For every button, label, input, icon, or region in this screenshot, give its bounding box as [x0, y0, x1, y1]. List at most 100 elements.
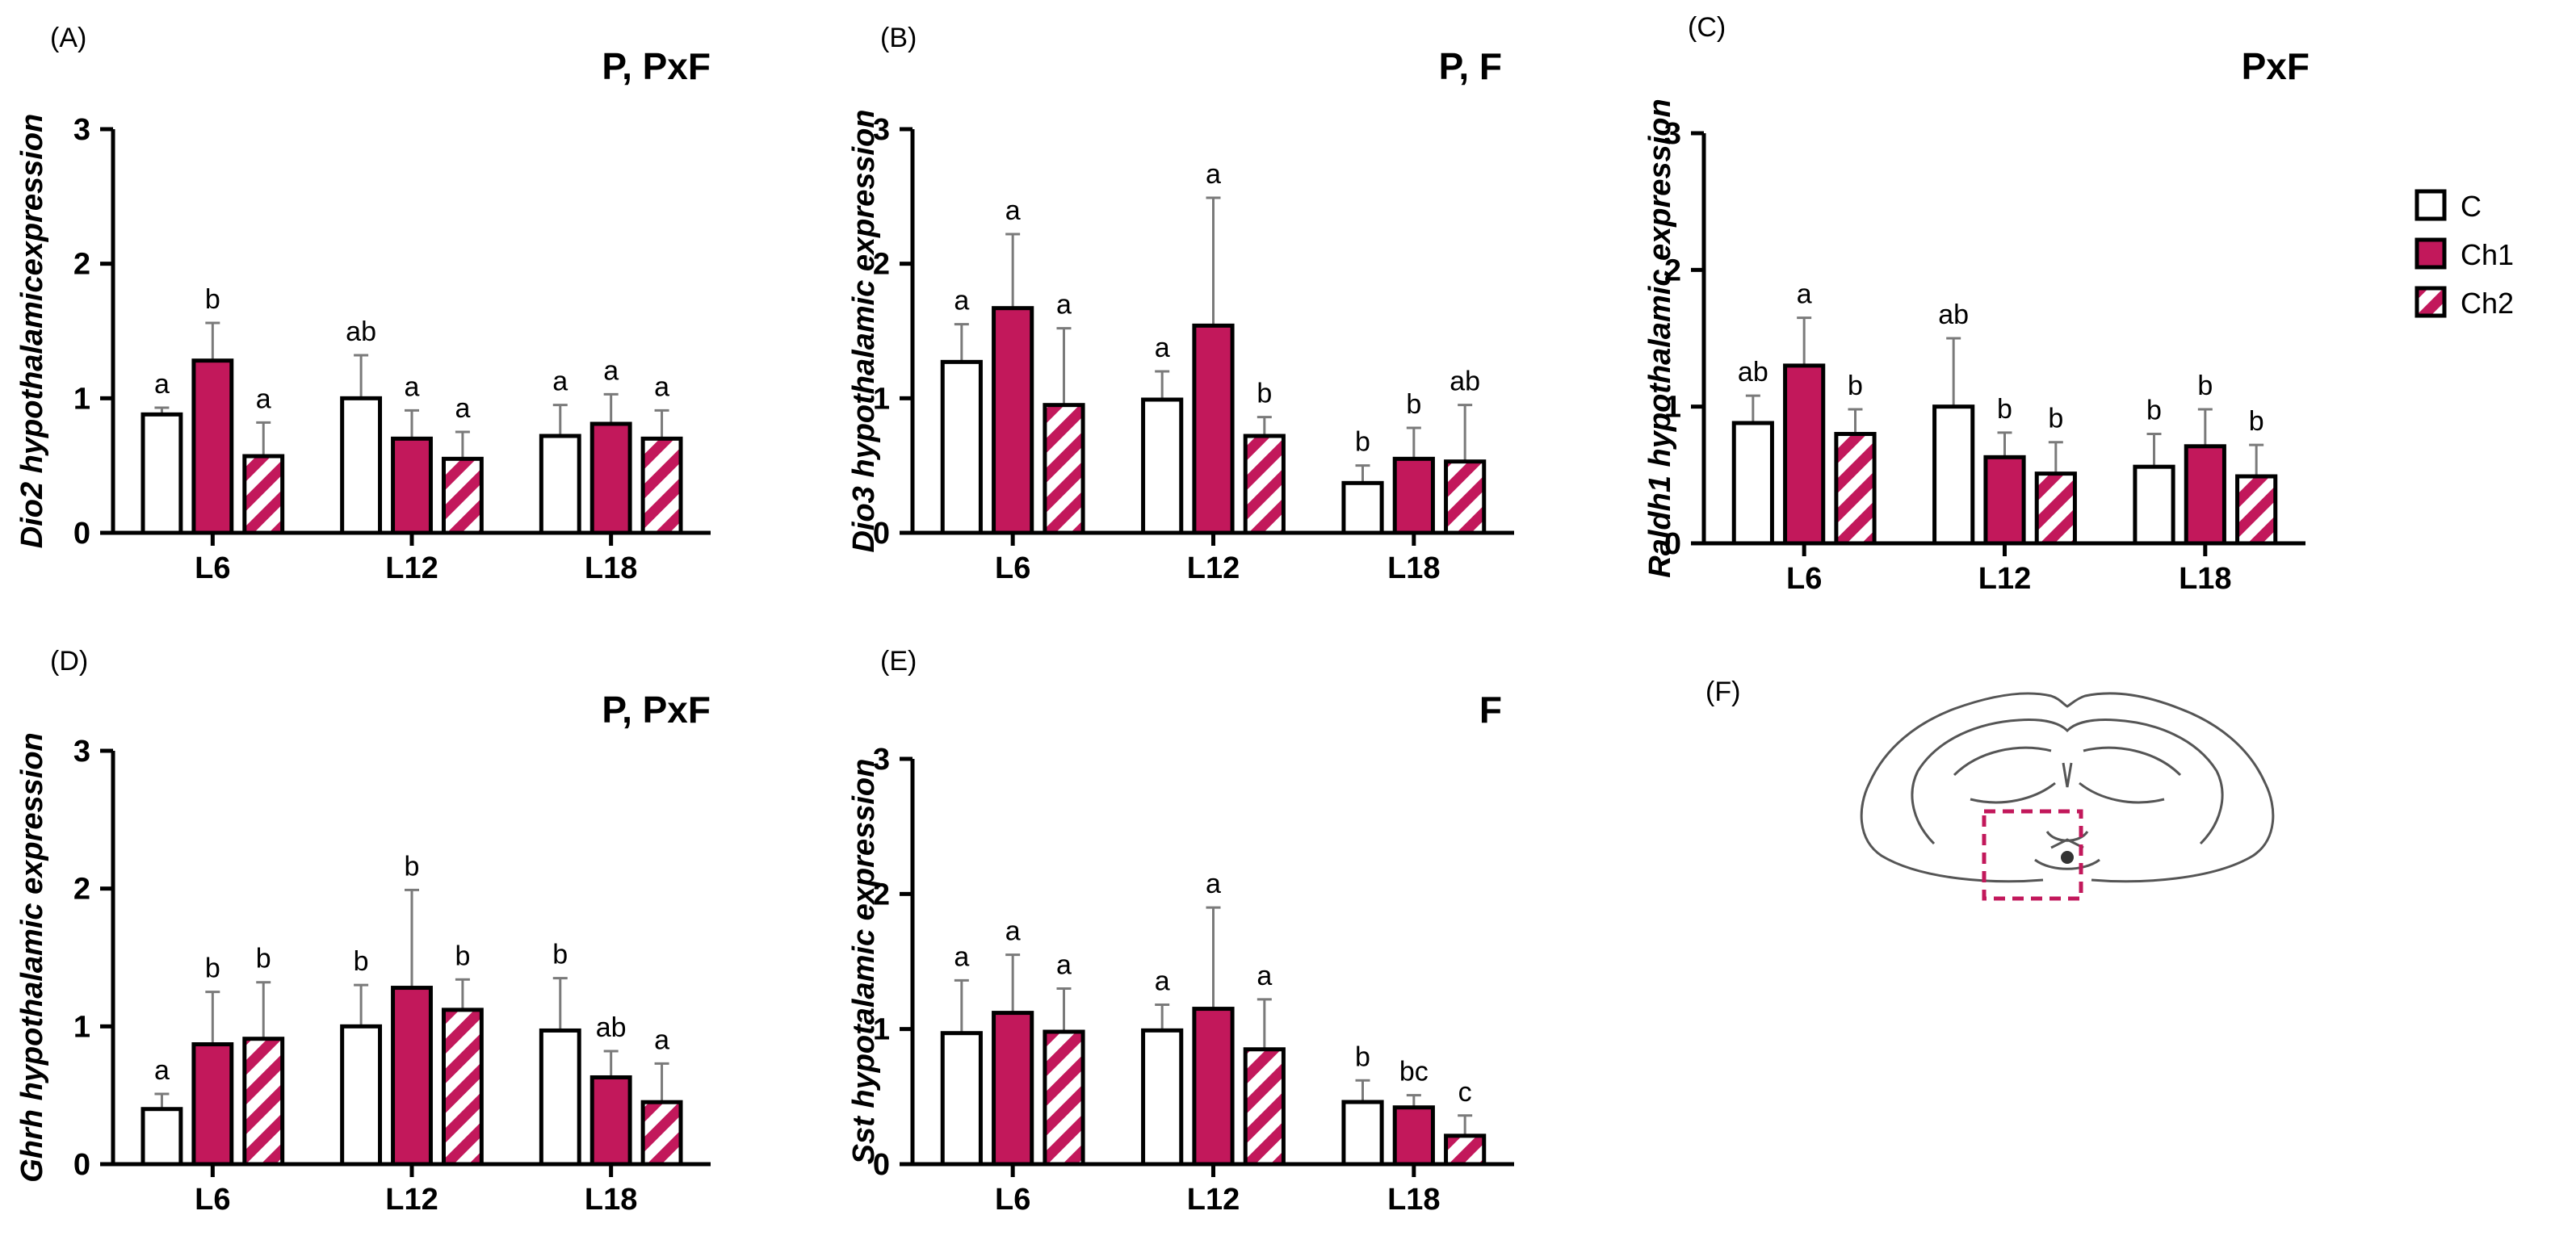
bar-ch1 — [992, 1011, 1034, 1167]
y-tick-label: 1 — [73, 1010, 90, 1044]
y-tick-label: 3 — [73, 735, 90, 769]
bar-ch2 — [1444, 1133, 1487, 1167]
significance-letter: ab — [596, 1012, 627, 1043]
x-tick-label: L6 — [195, 551, 230, 585]
y-axis-label-gene: Dio3 — [847, 486, 881, 552]
bar-ch1 — [589, 421, 632, 535]
bar-c — [1932, 404, 1975, 546]
bar-c — [539, 1028, 581, 1167]
significance-letter: b — [1848, 371, 1863, 401]
bar-ch1 — [1192, 323, 1235, 535]
effects-label: P, PxF — [602, 45, 711, 87]
significance-letter: a — [1206, 159, 1221, 190]
significance-letter: a — [1056, 949, 1072, 980]
bar-ch2 — [1043, 403, 1085, 535]
panel-label: (A) — [50, 23, 86, 53]
significance-letter: a — [1797, 279, 1812, 310]
bar-ch2 — [640, 436, 683, 535]
significance-letter: b — [1406, 389, 1421, 420]
y-tick-label: 2 — [873, 248, 890, 282]
panel-label: (E) — [880, 646, 917, 677]
bar-c — [940, 359, 983, 535]
brain-section-diagram — [1860, 692, 2275, 901]
bar-ch1 — [391, 986, 433, 1167]
x-tick-label: L12 — [1187, 551, 1240, 585]
effects-label: PxF — [2242, 45, 2310, 87]
legend-label-ch2: Ch2 — [2461, 287, 2514, 320]
bar-ch2 — [242, 454, 285, 535]
legend-swatch-c — [2414, 189, 2447, 221]
panel-label-f: (F) — [1705, 677, 1740, 707]
bar-c — [2133, 464, 2175, 546]
y-tick-label: 0 — [873, 517, 890, 551]
region-highlight-box — [1982, 809, 2083, 901]
chart-panel-d: (D) P, PxF Ghrh hypothalamic expression 0 1 2… — [15, 646, 711, 1217]
significance-letter: a — [455, 393, 470, 424]
bar-ch2 — [1444, 459, 1487, 535]
brain-hippocampus — [1953, 746, 2182, 804]
bar-c — [1341, 480, 1384, 535]
bar-ch2 — [2235, 474, 2278, 546]
bar-ch1 — [1783, 363, 1826, 546]
significance-letter: b — [1997, 394, 2012, 425]
y-axis-label-text: hypotalamic expression — [847, 759, 881, 1117]
significance-letter: ab — [1938, 300, 1969, 330]
bar-ch1 — [1192, 1007, 1235, 1167]
significance-letter: a — [154, 1055, 170, 1086]
bar-ch2 — [2034, 471, 2077, 546]
bar-c — [340, 1024, 383, 1167]
x-tick-label: L18 — [2179, 562, 2231, 596]
significance-letter: a — [654, 1024, 669, 1055]
significance-letter: b — [2197, 371, 2213, 401]
bar-ch1 — [2184, 444, 2226, 546]
y-tick-label: 0 — [873, 1148, 890, 1182]
bar-ch1 — [191, 1042, 234, 1167]
y-tick-label: 0 — [73, 1148, 90, 1182]
y-axis-label: Dio2 hypothalamicexpression — [15, 114, 49, 549]
significance-letter: a — [1257, 961, 1272, 991]
significance-letter: b — [1257, 379, 1272, 409]
significance-letter: a — [603, 355, 619, 386]
x-tick-label: L18 — [1387, 551, 1440, 585]
legend-label-c: C — [2461, 190, 2482, 223]
significance-letter: b — [205, 284, 220, 315]
bar-ch1 — [1392, 456, 1435, 535]
legend: C Ch1 Ch2 — [2414, 189, 2514, 320]
y-axis-label-text: hypothalamicexpression — [15, 114, 49, 482]
significance-letter: a — [1056, 290, 1072, 321]
significance-letter: ab — [1738, 357, 1768, 388]
y-tick-label: 1 — [1664, 391, 1681, 425]
y-tick-label: 1 — [73, 382, 90, 416]
y-tick-label: 3 — [873, 113, 890, 147]
y-tick-label: 3 — [873, 743, 890, 777]
bar-ch2 — [640, 1100, 683, 1167]
y-axis-label: Sst hypotalamic expression — [847, 759, 881, 1165]
x-tick-label: L6 — [195, 1183, 230, 1217]
y-tick-label: 3 — [1664, 117, 1681, 151]
brain-outline — [1860, 692, 2275, 883]
bar-c — [1341, 1100, 1384, 1167]
bar-c — [1731, 421, 1774, 546]
y-axis-label-gene: Ghrh — [15, 1109, 49, 1183]
bar-ch2 — [1043, 1029, 1085, 1167]
x-tick-label: L6 — [1786, 562, 1822, 596]
significance-letter: b — [2048, 404, 2063, 434]
brain-cortex — [1911, 719, 2224, 845]
y-tick-label: 1 — [873, 382, 890, 416]
x-tick-label: L6 — [995, 551, 1030, 585]
significance-letter: a — [256, 383, 271, 414]
bar-ch1 — [1983, 455, 2026, 546]
y-axis-label-gene: Raldh1 — [1643, 476, 1677, 578]
x-tick-label: L12 — [385, 551, 438, 585]
significance-letter: bc — [1399, 1057, 1429, 1087]
effects-label: P, PxF — [602, 689, 711, 731]
significance-letter: a — [1155, 966, 1170, 997]
significance-letter: a — [405, 371, 420, 402]
y-axis-label-text: hypothalamic expression — [847, 109, 881, 486]
significance-letter: a — [954, 286, 969, 316]
significance-letter: a — [1155, 333, 1170, 363]
